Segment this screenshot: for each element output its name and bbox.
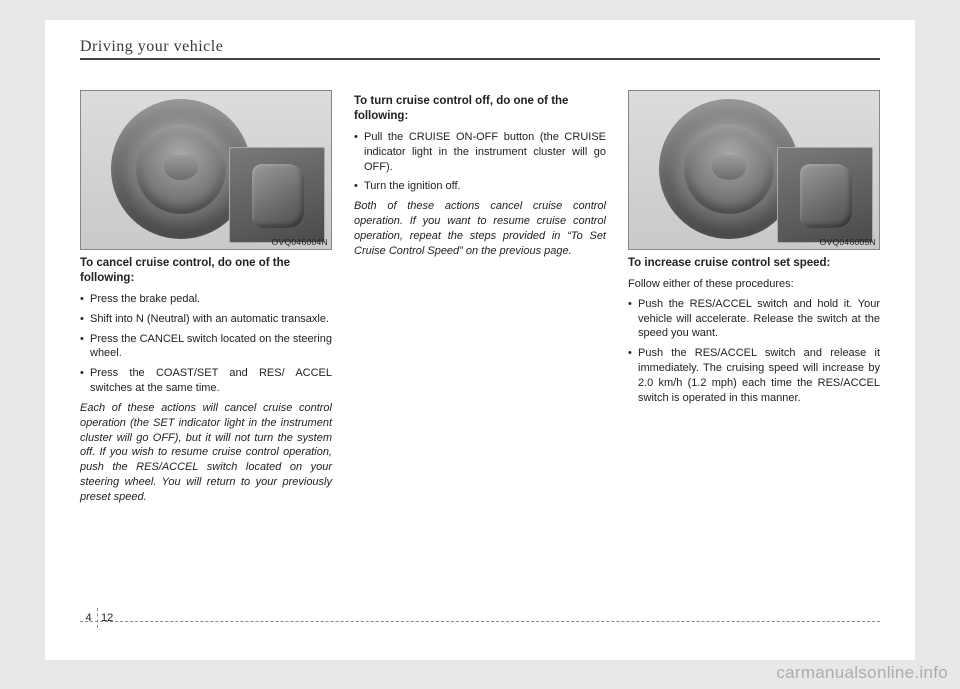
figure-increase-speed: OVQ046005N xyxy=(628,90,880,250)
heading-turn-off-cruise: To turn cruise control off, do one of th… xyxy=(354,94,606,124)
list-item: Pull the CRUISE ON-OFF button (the CRUIS… xyxy=(354,130,606,175)
list-item: Push the RES/ACCEL switch and hold it. Y… xyxy=(628,297,880,342)
switch-inset-illustration xyxy=(777,147,873,243)
list-item: Shift into N (Neutral) with an automatic… xyxy=(80,312,332,327)
page-footer: 4 12 xyxy=(80,621,880,642)
page-number: 12 xyxy=(98,608,120,628)
content-columns: OVQ046004N To cancel cruise control, do … xyxy=(80,90,880,505)
bullet-list: Push the RES/ACCEL switch and hold it. Y… xyxy=(628,297,880,406)
bullet-list: Pull the CRUISE ON-OFF button (the CRUIS… xyxy=(354,130,606,194)
bullet-list: Press the brake pedal. Shift into N (Neu… xyxy=(80,292,332,396)
figure-code: OVQ046004N xyxy=(272,237,328,248)
note-text: Each of these actions will cancel cruise… xyxy=(80,401,332,505)
figure-cancel-cruise: OVQ046004N xyxy=(80,90,332,250)
page-number-box: 4 12 xyxy=(80,624,120,642)
figure-code: OVQ046005N xyxy=(820,237,876,248)
list-item: Turn the ignition off. xyxy=(354,179,606,194)
column-3: OVQ046005N To increase cruise control se… xyxy=(628,90,880,505)
heading-increase-speed: To increase cruise control set speed: xyxy=(628,256,880,271)
column-2: To turn cruise control off, do one of th… xyxy=(354,90,606,505)
list-item: Press the brake pedal. xyxy=(80,292,332,307)
watermark-text: carmanualsonline.info xyxy=(776,663,948,683)
heading-cancel-cruise: To cancel cruise control, do one of the … xyxy=(80,256,332,286)
page-header: Driving your vehicle xyxy=(80,38,880,60)
column-1: OVQ046004N To cancel cruise control, do … xyxy=(80,90,332,505)
list-item: Press the COAST/SET and RES/ ACCEL switc… xyxy=(80,366,332,396)
manual-page: Driving your vehicle OVQ046004N To cance… xyxy=(45,20,915,660)
section-number: 4 xyxy=(80,608,98,628)
intro-text: Follow either of these procedures: xyxy=(628,277,880,292)
list-item: Push the RES/ACCEL switch and release it… xyxy=(628,346,880,405)
list-item: Press the CANCEL switch located on the s… xyxy=(80,332,332,362)
switch-inset-illustration xyxy=(229,147,325,243)
header-title: Driving your vehicle xyxy=(80,38,880,56)
note-text: Both of these actions cancel cruise cont… xyxy=(354,199,606,258)
